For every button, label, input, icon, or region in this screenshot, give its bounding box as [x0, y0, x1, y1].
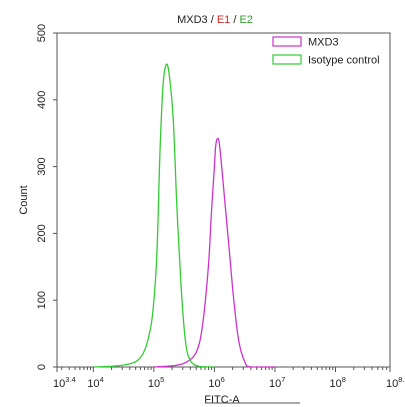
- y-tick-label: 400: [36, 91, 48, 109]
- x-tick-label: 107: [269, 375, 285, 390]
- y-tick-label: 100: [36, 291, 48, 309]
- title-part-1: /: [208, 14, 217, 26]
- plot-area: [56, 32, 391, 368]
- series-line-mxd3: [153, 137, 275, 368]
- chart-title: MXD3 / E1 / E2: [177, 14, 253, 26]
- y-tick-label: 300: [36, 157, 48, 175]
- y-tick-label: 500: [36, 24, 48, 42]
- series-layer: [93, 63, 275, 368]
- title-part-4: E2: [239, 14, 252, 26]
- y-tick-label: 0: [36, 364, 48, 370]
- y-axis: 0 100 200 300 400 500: [36, 24, 57, 370]
- y-axis-label: Count: [18, 185, 30, 214]
- legend-label: Isotype control: [308, 55, 380, 67]
- x-axis-label: FITC-A: [204, 394, 240, 406]
- x-tick-label: 105: [148, 375, 164, 390]
- x-tick-label: 106: [208, 375, 224, 390]
- legend-swatch: [272, 36, 302, 47]
- title-part-0: MXD3: [177, 14, 208, 26]
- title-part-2: E1: [217, 14, 230, 26]
- title-part-3: /: [230, 14, 239, 26]
- legend-label: MXD3: [308, 37, 339, 49]
- x-tick-label: 104: [87, 375, 103, 390]
- legend-swatch: [272, 54, 302, 65]
- x-tick-label: 108: [330, 375, 346, 390]
- x-tick-label: 108.9: [386, 375, 405, 390]
- x-axis: 103.4 104 105 106 107 108 108.9: [53, 367, 405, 390]
- series-line-isotype-control: [93, 63, 215, 368]
- y-tick-label: 200: [36, 224, 48, 242]
- x-tick-label: 103.4: [53, 375, 76, 390]
- legend: MXD3 Isotype control: [272, 36, 380, 67]
